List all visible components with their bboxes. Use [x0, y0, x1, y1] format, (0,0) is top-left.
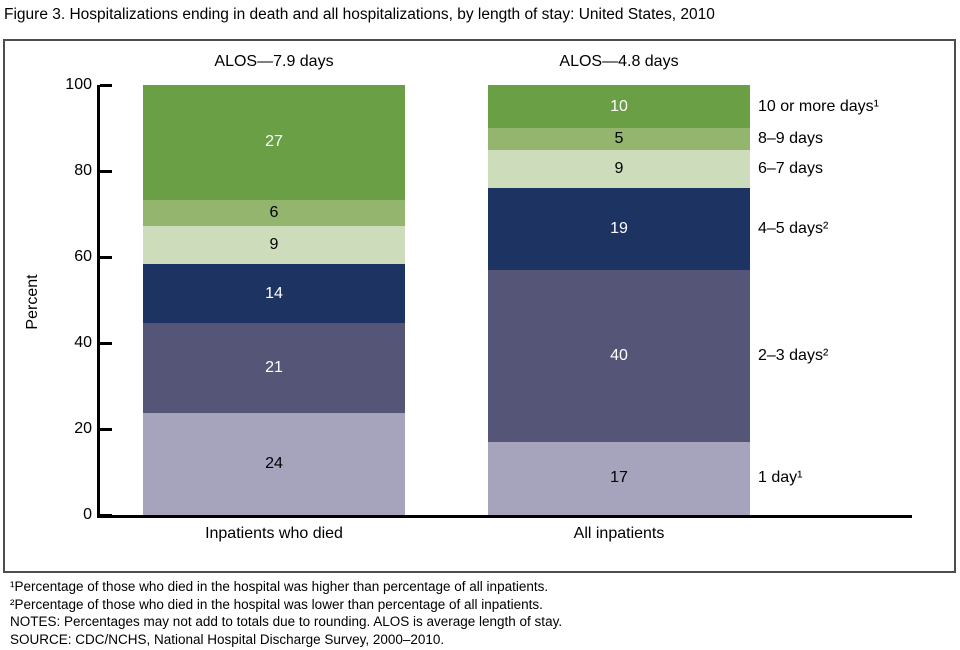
alos-header-all: ALOS—4.8 days: [559, 53, 679, 70]
footnote-notes: NOTES: Percentages may not add to totals…: [10, 614, 563, 629]
value-label-2-3-days: 21: [265, 359, 283, 377]
y-tick-60: [100, 256, 112, 259]
bar-inpatients-who-died: 24 21 14 9 6 27: [143, 85, 405, 515]
value-label-10-or-more-days: 27: [265, 133, 283, 151]
segment-10-or-more-days: 27: [143, 85, 405, 200]
y-tick-20: [100, 428, 112, 431]
segment-4-5-days: 19: [488, 188, 750, 270]
value-label-1-day: 24: [265, 454, 283, 472]
x-category-died: Inpatients who died: [205, 525, 343, 542]
value-label-1-day: 17: [610, 469, 628, 487]
segment-6-7-days: 9: [488, 149, 750, 189]
x-axis-line: [97, 515, 912, 518]
segment-1-day: 17: [488, 441, 750, 515]
y-axis-line: [97, 85, 100, 518]
legend-6-7-days: 6–7 days: [758, 159, 823, 177]
y-tick-0: [100, 514, 112, 517]
segment-6-7-days: 9: [143, 225, 405, 264]
segment-1-day: 24: [143, 412, 405, 515]
legend-4-5-days: 4–5 days²: [758, 220, 829, 238]
figure-title: Figure 3. Hospitalizations ending in dea…: [4, 6, 715, 23]
alos-header-died: ALOS—7.9 days: [214, 53, 334, 70]
footnote-2: ²Percentage of those who died in the hos…: [10, 596, 543, 612]
y-tick-label-20: 20: [74, 420, 92, 437]
y-tick-label-100: 100: [65, 76, 92, 93]
y-tick-label-0: 0: [83, 506, 92, 523]
chart-frame: Percent ALOS—7.9 days ALOS—4.8 days 0 20 4…: [3, 39, 956, 573]
legend-10-or-more-days: 10 or more days¹: [758, 97, 879, 115]
segment-8-9-days: 5: [488, 128, 750, 150]
value-label-2-3-days: 40: [610, 346, 628, 364]
bar-all-inpatients: 17 40 19 9 5 10: [488, 85, 750, 515]
y-tick-label-40: 40: [74, 334, 92, 351]
segment-2-3-days: 40: [488, 269, 750, 442]
value-label-4-5-days: 14: [265, 284, 283, 302]
y-tick-40: [100, 342, 112, 345]
y-tick-100: [100, 84, 112, 87]
value-label-6-7-days: 9: [269, 235, 279, 253]
value-label-6-7-days: 9: [614, 159, 624, 177]
y-tick-80: [100, 170, 112, 173]
segment-2-3-days: 21: [143, 323, 405, 413]
y-tick-label-80: 80: [74, 162, 92, 179]
value-label-8-9-days: 6: [269, 203, 279, 221]
legend-8-9-days: 8–9 days: [758, 129, 823, 147]
segment-10-or-more-days: 10: [488, 85, 750, 128]
segment-8-9-days: 6: [143, 199, 405, 226]
legend-1-day: 1 day¹: [758, 469, 803, 487]
x-category-all: All inpatients: [573, 525, 665, 542]
value-label-8-9-days: 5: [614, 129, 624, 147]
plot-area: 0 20 40 60 80 100 24 21 14 9 6 27 17 40 19 9 5 10 1 day¹ 2–…: [5, 41, 954, 571]
footnote-1: ¹Percentage of those who died in the hos…: [10, 579, 549, 594]
footnotes: ¹Percentage of those who died in the hos…: [10, 578, 562, 648]
y-tick-label-60: 60: [74, 248, 92, 265]
value-label-4-5-days: 19: [610, 220, 628, 238]
segment-4-5-days: 14: [143, 263, 405, 324]
value-label-10-or-more-days: 10: [610, 97, 628, 115]
footnote-source: SOURCE: CDC/NCHS, National Hospital Disc…: [10, 631, 445, 647]
legend-2-3-days: 2–3 days²: [758, 346, 829, 364]
